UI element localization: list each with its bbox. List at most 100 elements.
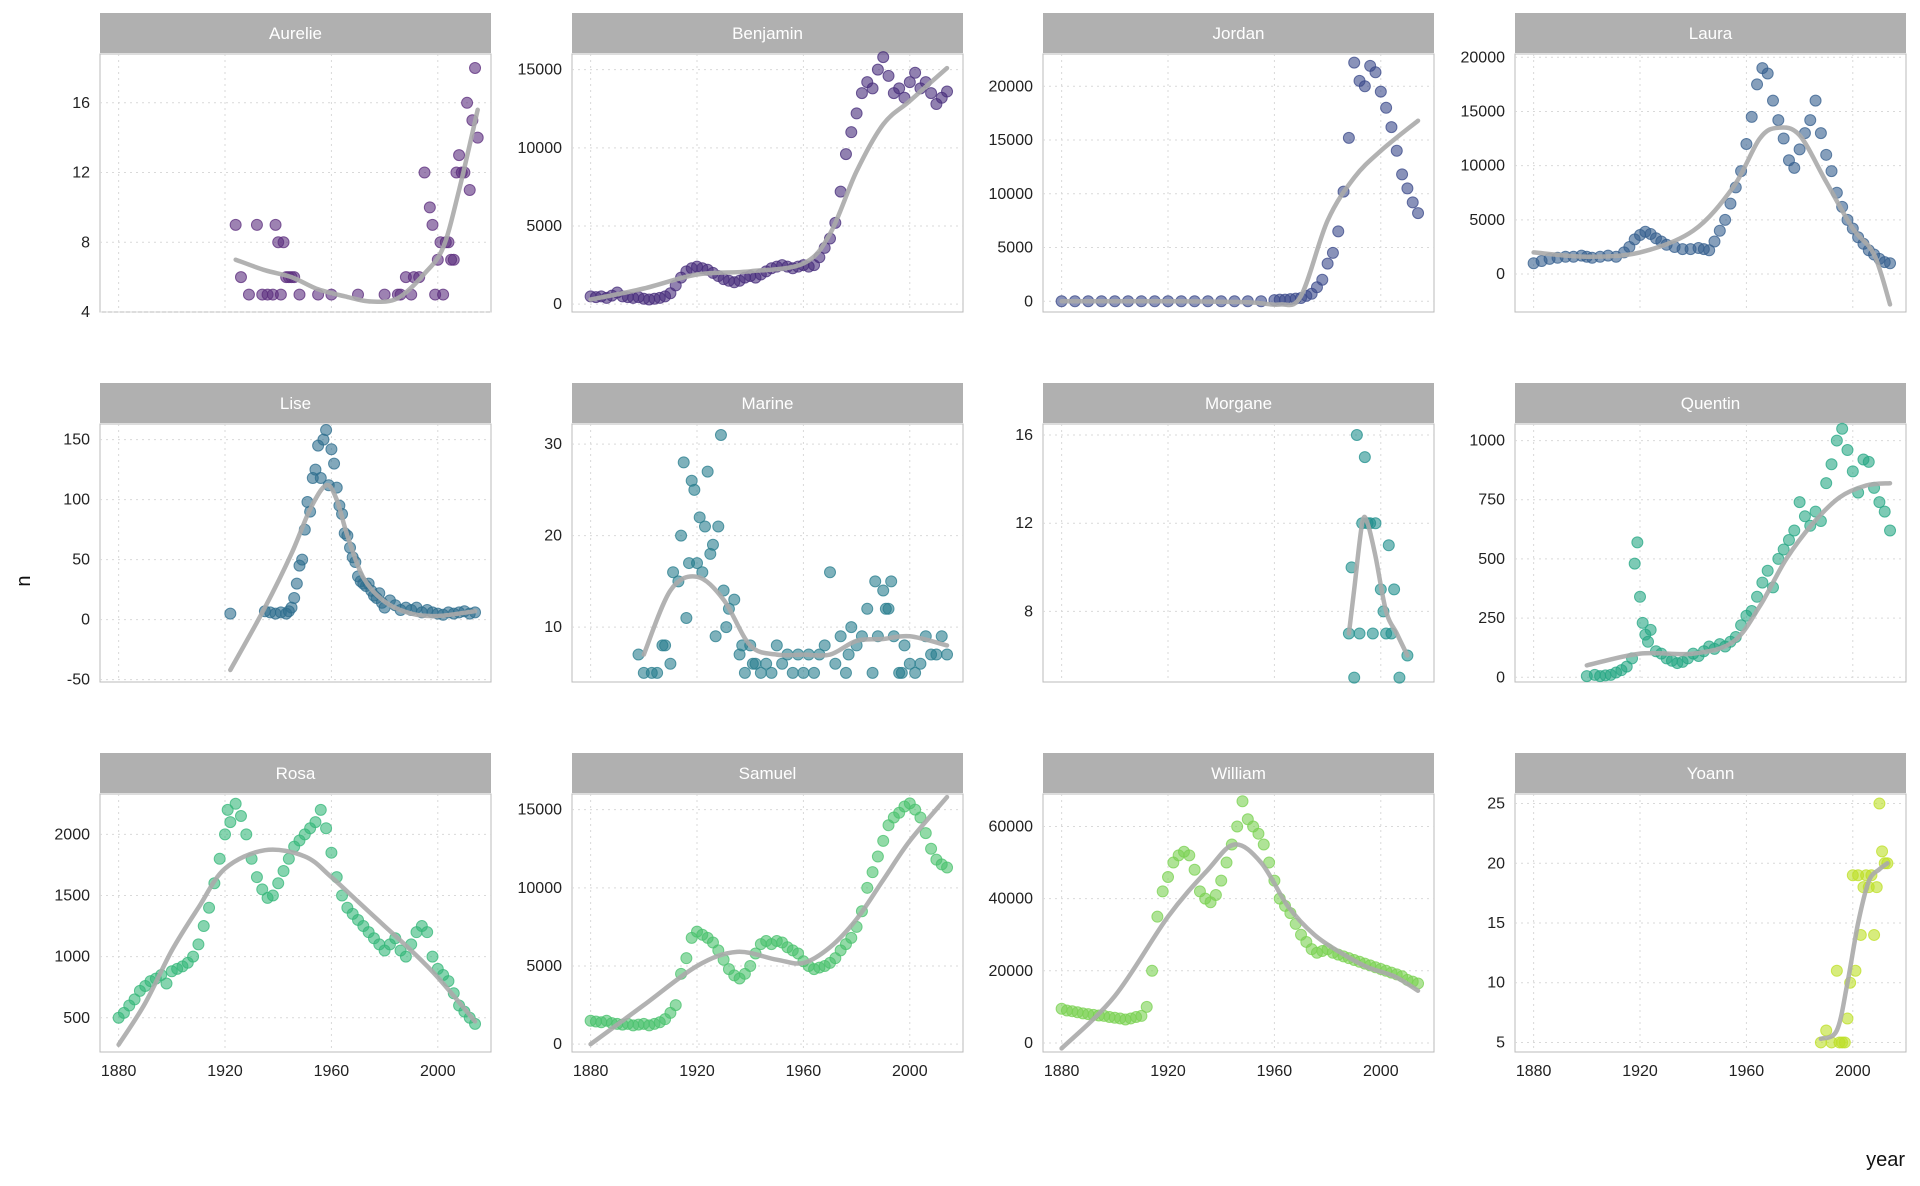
data-point: [688, 483, 701, 496]
y-tick-label: 1000: [54, 949, 90, 966]
y-tick-label: 10: [544, 619, 562, 636]
data-point: [224, 607, 237, 620]
facet-label-samuel: Samuel: [739, 764, 797, 783]
data-point: [1380, 101, 1393, 114]
data-point: [877, 834, 890, 847]
y-tick-label: 0: [1024, 1035, 1033, 1052]
data-point: [293, 288, 306, 301]
data-point: [1385, 121, 1398, 134]
data-point: [250, 871, 263, 884]
data-point: [234, 810, 247, 823]
data-point: [1209, 889, 1222, 902]
facet-rosa: Rosa 500 1000 1500 2000 1880 1920 1960 2000: [54, 753, 492, 1080]
data-point: [680, 952, 693, 965]
data-point: [1884, 524, 1897, 537]
panel-border-morgane: [1042, 423, 1435, 683]
x-tick-label: 2000: [1835, 1063, 1871, 1080]
data-point: [314, 803, 327, 816]
x-tick-label: 1880: [1044, 1063, 1080, 1080]
data-point: [1820, 148, 1833, 161]
data-point: [240, 828, 253, 841]
y-tick-label: 0: [553, 296, 562, 313]
y-tick-label: 20: [544, 528, 562, 545]
facet-label-marine: Marine: [742, 394, 794, 413]
data-point: [1350, 429, 1363, 442]
data-point: [1825, 458, 1838, 471]
data-point: [1820, 477, 1833, 490]
data-point: [1820, 1024, 1833, 1037]
y-tick-label: 0: [81, 612, 90, 629]
data-point: [378, 288, 391, 301]
data-point: [1140, 1000, 1153, 1013]
data-point: [1393, 671, 1406, 684]
y-tick-label: 15000: [1461, 103, 1506, 120]
data-point: [1162, 870, 1175, 883]
data-point: [677, 456, 690, 469]
data-point: [869, 575, 882, 588]
facet-label-rosa: Rosa: [276, 764, 316, 783]
data-point: [786, 666, 799, 679]
y-tick-label: 10000: [989, 186, 1034, 203]
data-point: [277, 865, 290, 878]
data-point: [234, 271, 247, 284]
facet-william: William 0 20000 40000 60000 1880 1920 1960 2000: [989, 753, 1435, 1080]
y-tick-label: 20000: [1461, 49, 1506, 66]
data-point: [266, 889, 279, 902]
data-point: [664, 657, 677, 670]
data-point: [447, 253, 460, 266]
facet-label-benjamin: Benjamin: [732, 24, 803, 43]
smooth-line-yoann: [1818, 861, 1890, 1042]
data-point: [1788, 161, 1801, 174]
data-point: [325, 846, 338, 859]
data-point: [1862, 455, 1875, 468]
data-point: [269, 218, 282, 231]
data-point: [1316, 273, 1329, 286]
data-point: [1628, 557, 1641, 570]
facet-morgane: Morgane 8 12 16: [1015, 383, 1435, 684]
data-point: [461, 96, 474, 109]
facet-strip-lise: [100, 383, 491, 423]
y-tick-label: 15000: [518, 62, 563, 79]
data-point: [797, 666, 810, 679]
data-point: [1396, 168, 1409, 181]
data-point: [871, 850, 884, 863]
data-point: [1641, 635, 1654, 648]
data-point: [935, 630, 948, 643]
data-point: [1740, 137, 1753, 150]
data-point: [187, 950, 200, 963]
y-tick-label: 0: [553, 1036, 562, 1053]
data-point: [675, 529, 688, 542]
data-point: [728, 593, 741, 606]
data-point: [197, 920, 210, 933]
x-tick-label: 2000: [892, 1063, 928, 1080]
y-tick-label: -50: [67, 672, 90, 689]
x-tick-label: 1960: [314, 1063, 350, 1080]
panel-border-lise: [99, 423, 492, 683]
data-point: [861, 602, 874, 615]
facet-strip-quentin: [1515, 383, 1906, 423]
y-tick-label: 5000: [526, 958, 562, 975]
data-point: [418, 166, 431, 179]
data-point: [1814, 127, 1827, 140]
data-point: [941, 648, 954, 661]
data-point: [1793, 496, 1806, 509]
data-point: [941, 85, 954, 98]
data-point: [1183, 849, 1196, 862]
smooth-line-laura: [1531, 125, 1893, 307]
data-point: [845, 126, 858, 139]
data-point: [693, 511, 706, 524]
y-tick-label: 0: [1496, 669, 1505, 686]
y-tick-label: 500: [1478, 551, 1505, 568]
y-tick-label: 10000: [1461, 158, 1506, 175]
data-point: [272, 877, 285, 890]
data-point: [1644, 623, 1657, 636]
data-point: [1804, 114, 1817, 127]
data-point: [1782, 533, 1795, 546]
facet-label-william: William: [1211, 764, 1266, 783]
data-point: [1634, 590, 1647, 603]
y-tick-label: 15000: [989, 132, 1034, 149]
data-point: [834, 630, 847, 643]
data-point: [1374, 85, 1387, 98]
data-point: [1841, 444, 1854, 457]
data-point: [925, 87, 938, 100]
